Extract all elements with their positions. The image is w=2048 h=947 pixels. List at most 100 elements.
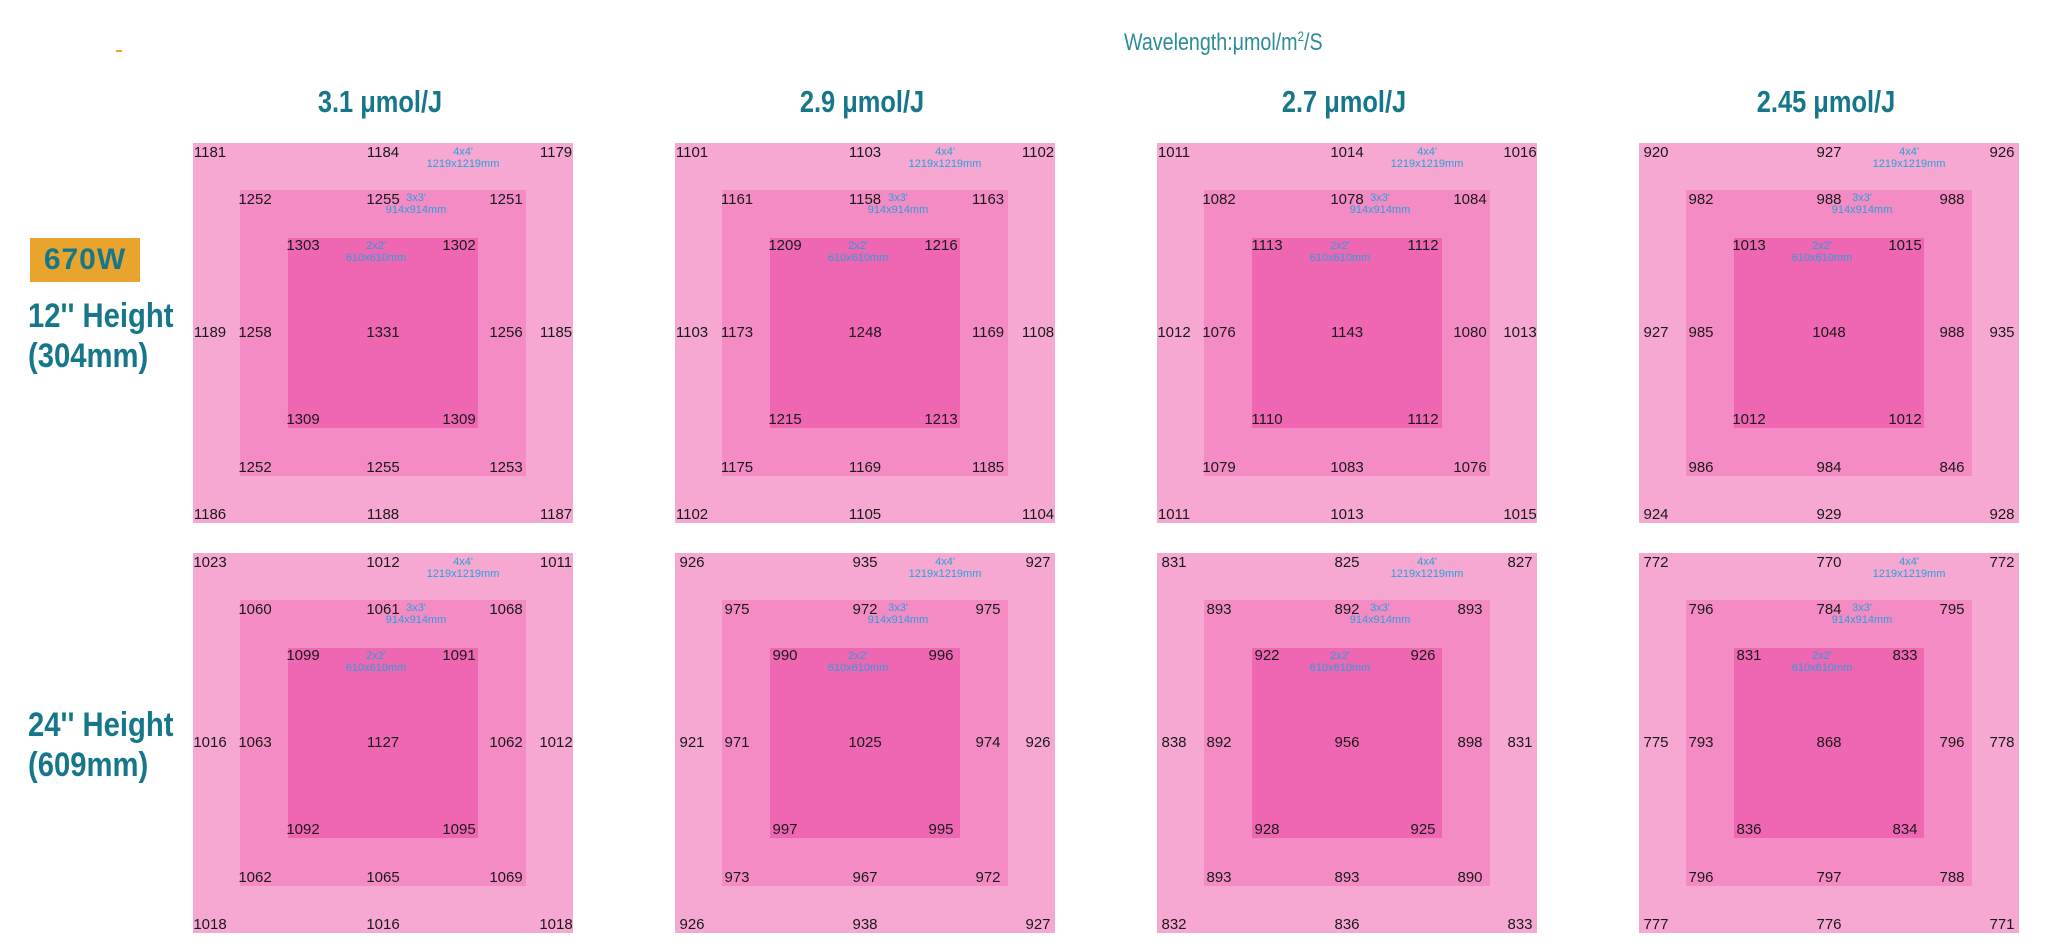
ppfd-value: 1082 xyxy=(1202,191,1236,208)
ppfd-value: 1189 xyxy=(193,324,227,341)
zone-mm: 1219x1219mm xyxy=(426,158,500,170)
ppfd-value: 772 xyxy=(1989,554,2015,571)
ppfd-value: 1303 xyxy=(286,237,320,254)
zone-mm: 914x914mm xyxy=(1349,204,1411,216)
zone-mm: 914x914mm xyxy=(385,614,447,626)
zone-size: 2x2' xyxy=(1330,240,1350,252)
zone-mm: 1219x1219mm xyxy=(1390,158,1464,170)
ppfd-value: 927 xyxy=(1025,916,1051,933)
zone-mm: 1219x1219mm xyxy=(1872,568,1946,580)
ppfd-value: 988 xyxy=(1816,191,1842,208)
ppfd-value: 1112 xyxy=(1407,237,1439,254)
zone-2x2 xyxy=(1252,238,1442,428)
ppfd-value: 988 xyxy=(1939,191,1965,208)
ppfd-value: 956 xyxy=(1334,734,1360,751)
ppfd-value: 1065 xyxy=(366,869,400,886)
zone-mm: 1219x1219mm xyxy=(426,568,500,580)
ppfd-value: 797 xyxy=(1816,869,1842,886)
ppfd-value: 1181 xyxy=(193,144,227,161)
ppfd-value: 1018 xyxy=(193,916,227,933)
ppfd-value: 1105 xyxy=(848,506,882,523)
ppfd-value: 1215 xyxy=(768,411,802,428)
ppfd-value: 1069 xyxy=(489,869,523,886)
ppfd-value: 1169 xyxy=(971,324,1005,341)
ppfd-value: 1302 xyxy=(442,237,476,254)
ppfd-value: 1255 xyxy=(366,459,400,476)
zone-size: 4x4' xyxy=(935,556,955,568)
ppfd-value: 986 xyxy=(1688,459,1714,476)
ppfd-value: 832 xyxy=(1161,916,1187,933)
zone-mm: 1219x1219mm xyxy=(908,568,982,580)
ppfd-value: 995 xyxy=(928,821,954,838)
zone-label-z3: 3x3' 914x914mm xyxy=(1832,192,1893,216)
ppfd-value: 898 xyxy=(1457,734,1483,751)
ppfd-value: 928 xyxy=(1989,506,2015,523)
ppfd-value: 831 xyxy=(1161,554,1187,571)
zone-mm: 610x610mm xyxy=(345,252,407,264)
ppfd-value: 935 xyxy=(852,554,878,571)
zone-label-z2: 2x2' 610x610mm xyxy=(1792,650,1853,674)
ppfd-value: 1063 xyxy=(238,734,272,751)
ppfd-value: 893 xyxy=(1206,601,1232,618)
ppfd-value: 1023 xyxy=(193,554,227,571)
ppfd-value: 1013 xyxy=(1330,506,1364,523)
ppfd-value: 796 xyxy=(1688,869,1714,886)
ppfd-value: 1179 xyxy=(539,144,573,161)
ppfd-value: 1099 xyxy=(286,647,320,664)
ppfd-panel: 4x4' 1219x1219mm 3x3' 914x914mm 2x2' 610x610m… xyxy=(1157,143,1537,523)
ppfd-value: 833 xyxy=(1507,916,1533,933)
ppfd-value: 1078 xyxy=(1330,191,1364,208)
ppfd-value: 938 xyxy=(852,916,878,933)
zone-mm: 914x914mm xyxy=(867,204,929,216)
zone-mm: 914x914mm xyxy=(867,614,929,626)
zone-label-z2: 2x2' 610x610mm xyxy=(346,240,407,264)
ppfd-value: 1103 xyxy=(675,324,709,341)
ppfd-value: 1060 xyxy=(238,601,272,618)
ppfd-value: 972 xyxy=(852,601,878,618)
zone-label-z4: 4x4' 1219x1219mm xyxy=(909,146,982,170)
zone-size: 4x4' xyxy=(453,146,473,158)
ppfd-value: 771 xyxy=(1989,916,2015,933)
ppfd-value: 1091 xyxy=(442,647,476,664)
ppfd-value: 922 xyxy=(1254,647,1280,664)
row-label-2: 24'' Height (609mm) xyxy=(28,705,174,785)
column-title-2: 2.9 μmol/J xyxy=(799,84,925,119)
ppfd-value: 1102 xyxy=(675,506,709,523)
ppfd-value: 926 xyxy=(679,916,705,933)
ppfd-value: 1062 xyxy=(238,869,272,886)
ppfd-value: 831 xyxy=(1736,647,1762,664)
zone-label-z4: 4x4' 1219x1219mm xyxy=(1391,146,1464,170)
zone-size: 2x2' xyxy=(1812,240,1832,252)
zone-size: 4x4' xyxy=(1417,146,1437,158)
decorative-dash xyxy=(116,50,122,52)
zone-size: 4x4' xyxy=(453,556,473,568)
zone-label-z2: 2x2' 610x610mm xyxy=(1310,240,1371,264)
ppfd-value: 1013 xyxy=(1503,324,1537,341)
ppfd-value: 997 xyxy=(772,821,798,838)
zone-2x2 xyxy=(770,238,960,428)
row-height-mm: (609mm) xyxy=(28,746,149,784)
zone-mm: 610x610mm xyxy=(827,662,889,674)
zone-2x2 xyxy=(288,238,478,428)
ppfd-value: 892 xyxy=(1334,601,1360,618)
ppfd-value: 1127 xyxy=(366,734,400,751)
ppfd-value: 1253 xyxy=(489,459,523,476)
ppfd-value: 971 xyxy=(724,734,750,751)
ppfd-value: 1110 xyxy=(1251,411,1283,428)
ppfd-value: 996 xyxy=(928,647,954,664)
zone-mm: 610x610mm xyxy=(827,252,889,264)
ppfd-value: 1252 xyxy=(238,191,272,208)
zone-mm: 610x610mm xyxy=(1309,252,1371,264)
ppfd-value: 1102 xyxy=(1021,144,1055,161)
ppfd-value: 834 xyxy=(1892,821,1918,838)
ppfd-value: 836 xyxy=(1334,916,1360,933)
zone-label-z2: 2x2' 610x610mm xyxy=(346,650,407,674)
zone-mm: 610x610mm xyxy=(345,662,407,674)
ppfd-value: 893 xyxy=(1206,869,1232,886)
ppfd-value: 1092 xyxy=(286,821,320,838)
ppfd-value: 1012 xyxy=(1157,324,1191,341)
ppfd-value: 1143 xyxy=(1330,324,1364,341)
ppfd-value: 868 xyxy=(1816,734,1842,751)
zone-size: 2x2' xyxy=(366,650,386,662)
ppfd-value: 927 xyxy=(1816,144,1842,161)
